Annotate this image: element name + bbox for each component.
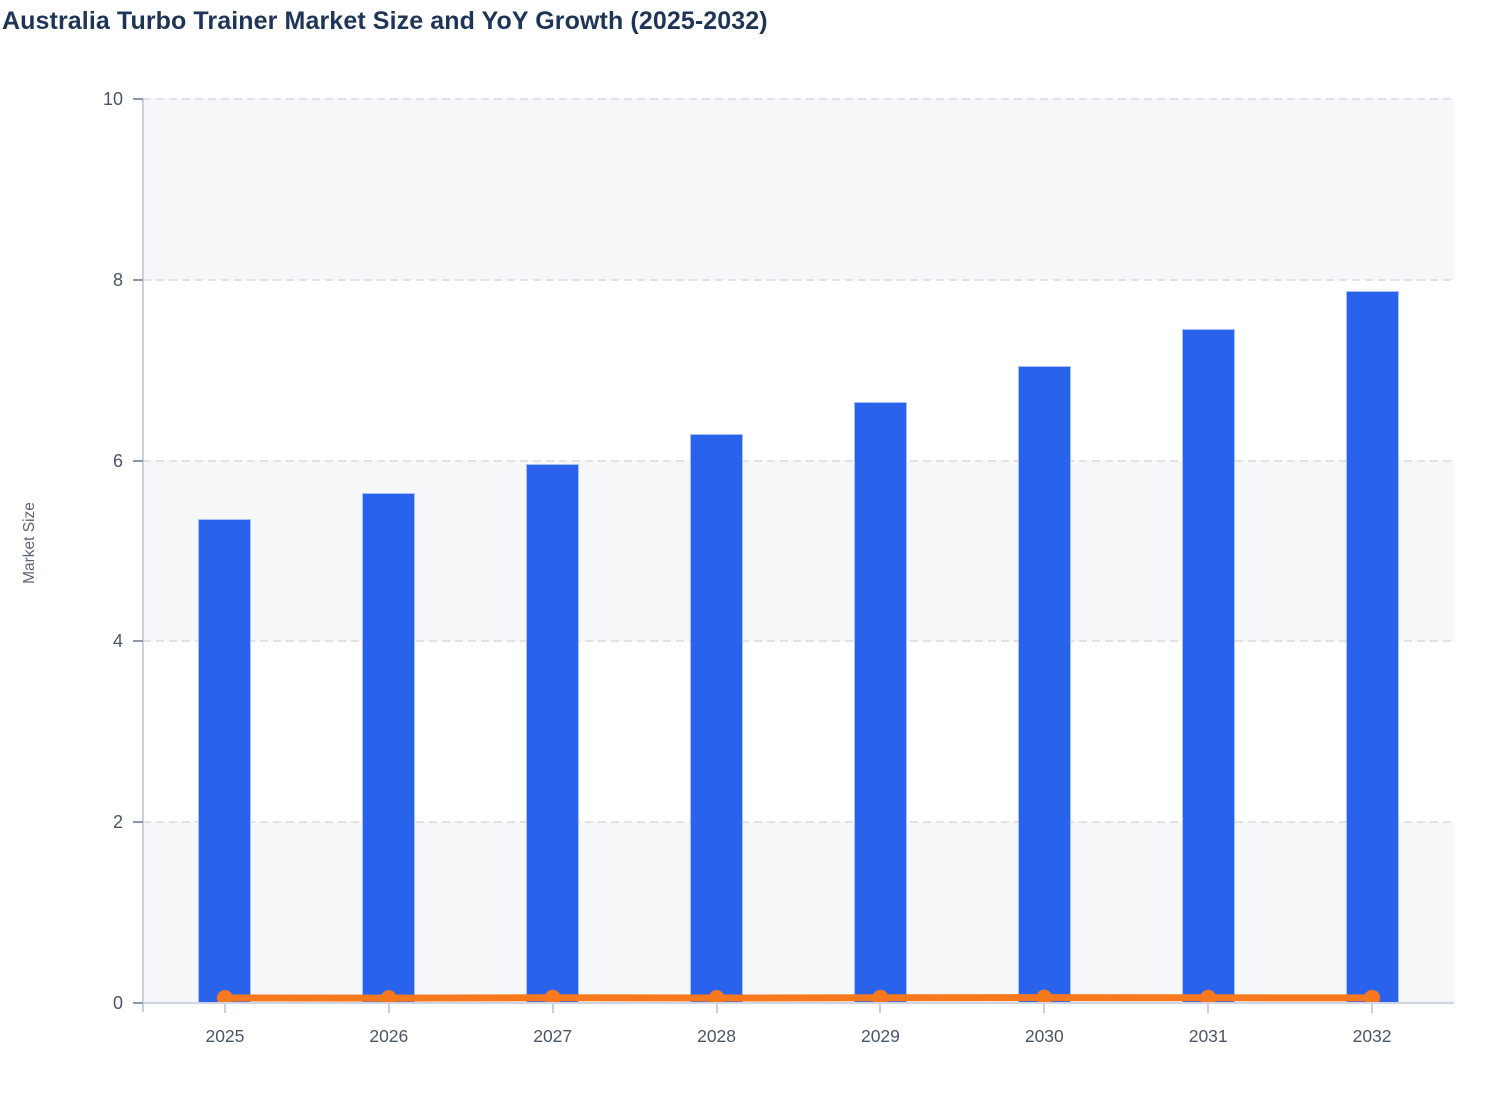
y-axis-title: Market Size bbox=[21, 502, 38, 584]
yoy-marker-2030[interactable] bbox=[1036, 989, 1053, 1003]
y-tick-label-0: 0 bbox=[112, 993, 123, 1013]
bar-slot-2026 bbox=[307, 99, 471, 1003]
plot-area bbox=[143, 98, 1454, 1003]
bar-2025[interactable] bbox=[198, 519, 252, 1003]
bar-2029[interactable] bbox=[853, 401, 907, 1003]
gridline-6 bbox=[143, 459, 1454, 462]
y-tick-mark-6 bbox=[133, 459, 143, 462]
bar-2030[interactable] bbox=[1017, 365, 1071, 1003]
bar-2028[interactable] bbox=[690, 434, 744, 1003]
bar-slot-2030 bbox=[962, 99, 1126, 1003]
bar-2032[interactable] bbox=[1345, 290, 1399, 1003]
x-tick-mark-2028 bbox=[715, 1004, 718, 1013]
bar-2026[interactable] bbox=[362, 493, 416, 1003]
y-axis-line bbox=[142, 99, 144, 1012]
x-tick-label-2029: 2029 bbox=[860, 1026, 900, 1046]
plot-band bbox=[143, 99, 1454, 280]
yoy-marker-2032[interactable] bbox=[1364, 989, 1381, 1003]
x-tick-label-2030: 2030 bbox=[1024, 1026, 1064, 1046]
yoy-growth-line bbox=[221, 994, 1376, 1002]
gridlines-layer bbox=[143, 98, 1454, 1003]
x-tick-mark-2029 bbox=[879, 1004, 882, 1013]
bar-2027[interactable] bbox=[526, 464, 580, 1003]
x-tick-mark-2030 bbox=[1043, 1004, 1046, 1013]
bars-layer bbox=[143, 99, 1454, 1003]
yoy-marker-2028[interactable] bbox=[708, 990, 725, 1003]
x-tick-label-2028: 2028 bbox=[697, 1026, 737, 1046]
y-tick-mark-2 bbox=[133, 821, 143, 824]
yoy-marker-2026[interactable] bbox=[380, 990, 397, 1003]
yoy-marker-2025[interactable] bbox=[216, 990, 233, 1003]
bar-slot-2031 bbox=[1126, 99, 1290, 1003]
gridline-10 bbox=[143, 98, 1454, 100]
x-tick-label-2027: 2027 bbox=[533, 1026, 573, 1046]
bar-2031[interactable] bbox=[1181, 328, 1235, 1003]
x-tick-mark-2032 bbox=[1371, 1004, 1374, 1013]
bar-slot-2032 bbox=[1290, 99, 1454, 1003]
x-tick-mark-2025 bbox=[223, 1004, 226, 1013]
y-tick-mark-8 bbox=[133, 278, 143, 281]
x-tick-label-2032: 2032 bbox=[1352, 1026, 1392, 1046]
x-tick-mark-2031 bbox=[1207, 1004, 1210, 1013]
plot-band bbox=[143, 460, 1454, 642]
y-tick-label-6: 6 bbox=[112, 450, 123, 471]
y-tick-label-2: 2 bbox=[112, 812, 123, 833]
plot-bands-layer bbox=[143, 99, 1454, 1003]
x-tick-mark-2027 bbox=[551, 1004, 554, 1013]
x-tick-label-2026: 2026 bbox=[369, 1026, 409, 1046]
bar-slot-2028 bbox=[635, 99, 799, 1003]
gridline-2 bbox=[143, 821, 1454, 824]
yoy-line-layer bbox=[216, 989, 1381, 1003]
bar-slot-2029 bbox=[799, 99, 963, 1003]
chart-title: Australia Turbo Trainer Market Size and … bbox=[2, 7, 768, 35]
gridline-8 bbox=[143, 278, 1454, 281]
yoy-marker-2031[interactable] bbox=[1200, 989, 1217, 1003]
y-tick-label-8: 8 bbox=[112, 269, 123, 290]
y-tick-label-4: 4 bbox=[112, 631, 123, 652]
yoy-marker-2027[interactable] bbox=[544, 989, 561, 1003]
yoy-marker-2029[interactable] bbox=[872, 989, 889, 1003]
x-tick-label-2031: 2031 bbox=[1188, 1026, 1228, 1046]
bar-slot-2027 bbox=[471, 99, 635, 1003]
y-tick-label-10: 10 bbox=[102, 89, 123, 109]
x-tick-mark-2026 bbox=[387, 1004, 390, 1013]
y-tick-mark-4 bbox=[133, 640, 143, 643]
y-tick-mark-0 bbox=[133, 1002, 143, 1004]
gridline-4 bbox=[143, 640, 1454, 643]
x-axis-line bbox=[143, 1002, 1454, 1004]
y-tick-mark-10 bbox=[133, 98, 143, 100]
bar-slot-2025 bbox=[143, 99, 307, 1003]
x-tick-label-2025: 2025 bbox=[205, 1026, 245, 1046]
plot-band bbox=[143, 822, 1454, 1003]
